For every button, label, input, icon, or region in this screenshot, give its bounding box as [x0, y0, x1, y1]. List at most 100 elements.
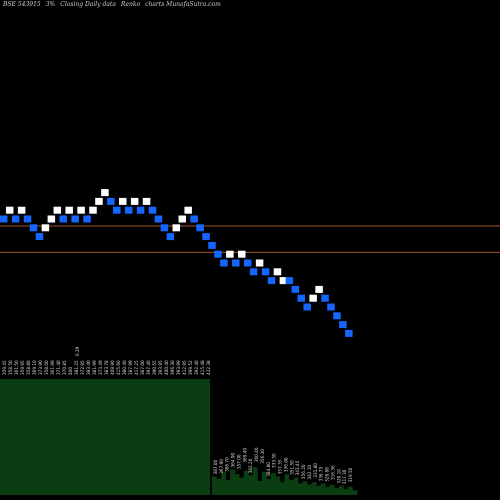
brick-down: [208, 241, 216, 249]
price-label: 370.85: [62, 360, 67, 375]
brick-up: [142, 197, 151, 205]
price-label: 397.40: [146, 360, 151, 375]
brick-up: [89, 206, 97, 214]
price-label: 383.78: [104, 360, 109, 375]
price-label: 381.99: [92, 360, 97, 375]
price-label: 412.95: [182, 360, 187, 375]
brick-down: [303, 303, 311, 311]
volume-bar: [252, 467, 258, 495]
brick-down: [339, 321, 347, 329]
brick-down: [113, 206, 121, 214]
brick-down: [0, 215, 8, 223]
price-label: 336.80: [284, 457, 289, 472]
price-label: 342.10: [307, 465, 312, 480]
reference-lines: [0, 225, 500, 253]
brick-down: [83, 215, 91, 223]
brick-up: [47, 215, 56, 223]
price-label: 400.40: [164, 360, 169, 375]
volume-block-left: [0, 379, 210, 495]
volume-bar: [343, 489, 349, 495]
volume-bar: [334, 488, 340, 495]
price-label: 369.49: [242, 448, 247, 463]
brick-down: [333, 312, 341, 320]
volume-bar: [352, 490, 358, 495]
brick-down: [327, 303, 335, 311]
price-label: 373.90: [38, 360, 43, 375]
volume-bar: [239, 477, 245, 495]
price-label: 409.90: [110, 360, 115, 375]
brick-down: [291, 285, 300, 293]
brick-down: [23, 215, 32, 223]
brick-up: [226, 250, 234, 258]
volume-bar: [298, 483, 303, 495]
volume-bar: [230, 469, 235, 495]
brick-up: [77, 206, 85, 214]
brick-down: [59, 215, 67, 223]
price-label: 387.99: [128, 360, 133, 375]
brick-down: [160, 224, 169, 232]
brick-down: [29, 224, 38, 232]
price-label: 369.10: [32, 360, 37, 375]
price-label: 371.40: [56, 360, 61, 375]
price-label: 393.99: [176, 360, 181, 375]
brick-up: [17, 206, 26, 214]
chart-kind-label: Renko: [120, 1, 141, 8]
volume-bar: [316, 485, 322, 495]
brick-down: [71, 215, 79, 223]
volume-bar: [279, 482, 285, 495]
price-label: 373.49: [98, 360, 103, 375]
brick-up: [309, 294, 317, 302]
price-label: 415.48: [200, 360, 205, 375]
price-label: 343.45: [295, 460, 300, 475]
brick-up: [279, 277, 288, 285]
brick-down: [243, 259, 252, 267]
volume-bar: [338, 485, 344, 495]
price-label: 359.45: [2, 360, 7, 375]
brick-up: [273, 268, 282, 276]
price-label: 366.70: [225, 457, 230, 472]
price-label: 357.35: [278, 459, 283, 474]
price-label: 358.00: [44, 360, 49, 375]
brick-up: [95, 197, 103, 205]
price-label: 333.50: [272, 453, 277, 468]
volume-bar: [293, 477, 299, 495]
brick-down: [190, 215, 198, 223]
brick-down: [148, 206, 157, 214]
volume-bar: [307, 484, 312, 495]
volume-area: [0, 379, 358, 495]
volume-bar: [266, 478, 272, 495]
brick-down: [166, 233, 175, 241]
price-label: 356.30: [260, 449, 265, 464]
volume-bar: [225, 479, 231, 495]
price-label: 415.60: [116, 360, 121, 375]
volume-bar: [257, 481, 263, 495]
price-label: 319.50: [348, 467, 353, 482]
brick-down: [249, 268, 258, 276]
price-label: 399.52: [188, 360, 193, 375]
price-label: 387.00: [140, 360, 145, 375]
price-label: 384.80: [266, 462, 271, 477]
volume-bar: [234, 474, 240, 495]
price-label: 359.95: [20, 360, 25, 375]
price-label: 361.50: [14, 360, 19, 375]
box-size-label: 3%: [45, 1, 56, 8]
price-label: 320.10: [336, 469, 341, 484]
price-label: 360.40: [254, 447, 259, 462]
site-label: charts MunafaSutra.com: [145, 1, 221, 8]
price-label: 382.20: [248, 458, 253, 473]
brick-down: [267, 277, 276, 285]
brick-down: [214, 250, 222, 258]
brick-down: [35, 233, 44, 241]
price-label: 356.20: [301, 464, 306, 479]
brick-down: [154, 215, 163, 223]
price-label: 383.40: [86, 360, 91, 375]
price-label: 358.50: [8, 360, 13, 375]
price-label: 390.55: [152, 360, 157, 375]
volume-bar: [320, 483, 326, 495]
price-label-peak: 6.29: [75, 346, 80, 356]
volume-bar: [221, 471, 226, 495]
price-label: 380.40: [122, 360, 127, 375]
brick-down: [11, 215, 20, 223]
volume-bar: [325, 486, 331, 495]
